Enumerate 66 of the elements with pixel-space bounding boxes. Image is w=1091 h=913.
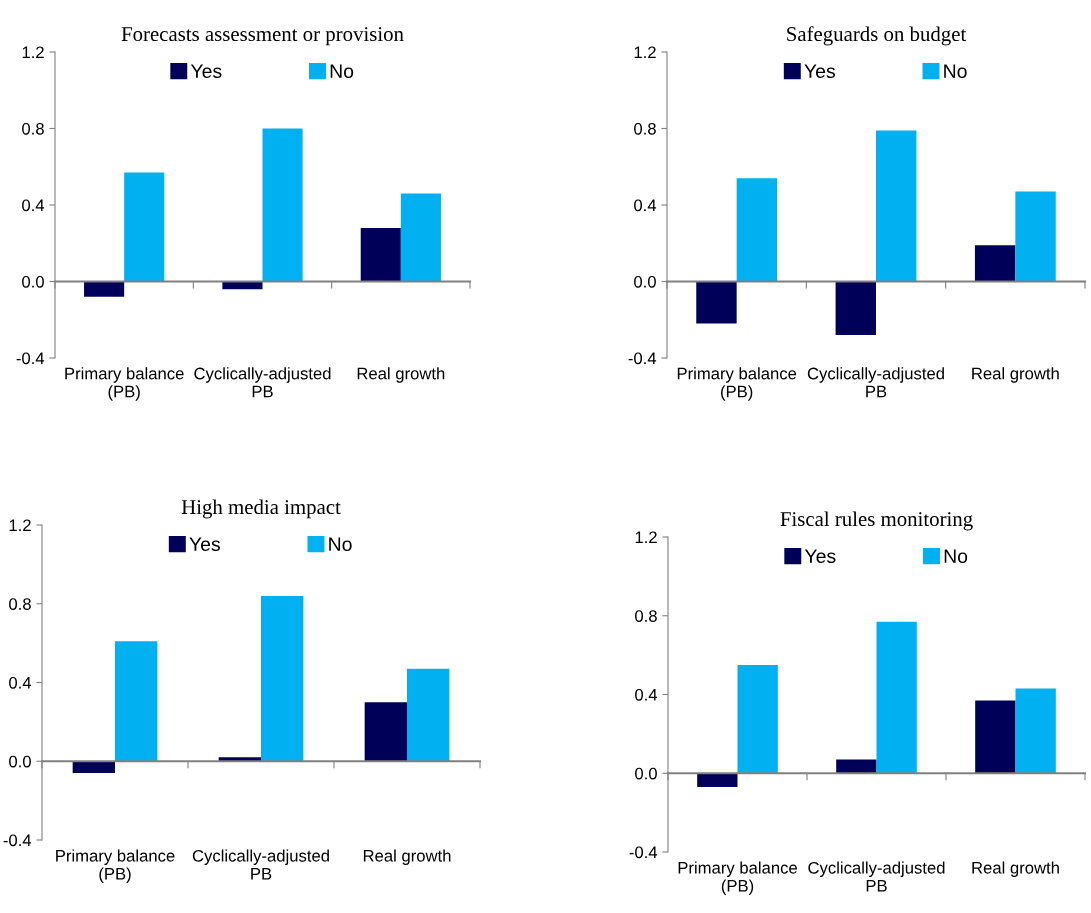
chart-title: Safeguards on budget xyxy=(787,26,967,46)
legend-label: Yes xyxy=(804,549,836,564)
y-tick-label: -0.4 xyxy=(629,846,658,859)
bar xyxy=(974,245,1016,282)
legend-label: No xyxy=(944,64,967,79)
y-tick-label: 1.2 xyxy=(634,46,656,59)
bar xyxy=(836,759,877,774)
bar xyxy=(115,641,158,762)
bar xyxy=(737,664,778,774)
y-tick-label: -0.4 xyxy=(16,352,45,365)
y-tick-label: 0.8 xyxy=(634,122,656,135)
x-tick-label: Primary balance (PB) xyxy=(678,861,797,895)
bar xyxy=(364,702,407,762)
y-tick-label: 0.0 xyxy=(635,767,657,780)
legend-label: Yes xyxy=(189,537,220,552)
legend-label: Yes xyxy=(190,64,222,79)
bar xyxy=(262,128,303,282)
y-tick-label: 0.0 xyxy=(9,755,31,768)
x-tick-label: Primary balance (PB) xyxy=(65,367,184,401)
bar xyxy=(696,281,737,324)
x-tick-label: Primary balance (PB) xyxy=(677,367,797,401)
x-tick-label: Cyclically-adjusted PB xyxy=(192,849,329,880)
x-tick-label: Real growth xyxy=(972,861,1059,877)
x-tick-label: Primary balance (PB) xyxy=(56,849,175,883)
chart-title: High media impact xyxy=(181,499,341,519)
bar xyxy=(407,668,450,762)
y-tick-label: 0.8 xyxy=(9,598,31,610)
y-tick-label: 0.4 xyxy=(634,199,657,212)
bar xyxy=(975,700,1016,774)
y-tick-label: 0.8 xyxy=(635,610,657,622)
chart-title: Fiscal rules monitoring xyxy=(780,511,973,531)
bar xyxy=(835,281,876,336)
y-tick-label: 0.8 xyxy=(22,122,44,135)
bar xyxy=(124,172,165,282)
x-tick-label: Real growth xyxy=(357,367,445,383)
x-tick-label: Cyclically-adjusted PB xyxy=(807,367,944,398)
legend-label: No xyxy=(944,549,968,564)
y-tick-label: 0.4 xyxy=(635,688,658,701)
y-tick-label: -0.4 xyxy=(3,834,32,847)
legend-label: No xyxy=(330,64,354,79)
legend-label: Yes xyxy=(804,64,835,79)
bar xyxy=(697,773,738,788)
y-tick-label: 0.0 xyxy=(22,275,44,288)
bar xyxy=(84,281,125,297)
legend-label: No xyxy=(329,537,352,552)
y-tick-label: 0.4 xyxy=(22,199,45,212)
bar xyxy=(1015,191,1056,282)
bar xyxy=(72,761,115,774)
x-tick-label: Real growth xyxy=(363,849,451,865)
y-tick-label: 1.2 xyxy=(22,46,44,59)
bar xyxy=(876,621,917,774)
bar xyxy=(400,193,441,282)
y-tick-label: 0.4 xyxy=(9,676,32,689)
y-tick-label: 1.2 xyxy=(9,519,31,532)
x-tick-label: Real growth xyxy=(972,367,1059,383)
y-tick-label: 0.0 xyxy=(634,275,656,288)
bar xyxy=(261,595,304,762)
y-tick-label: 1.2 xyxy=(635,531,657,544)
bar xyxy=(360,227,401,282)
bar xyxy=(876,130,917,282)
x-tick-label: Cyclically-adjusted PB xyxy=(194,367,331,398)
y-tick-label: -0.4 xyxy=(628,352,657,365)
chart-title: Forecasts assessment or provision xyxy=(121,27,404,46)
bar xyxy=(736,178,778,282)
bar xyxy=(1015,688,1056,774)
x-tick-label: Cyclically-adjusted PB xyxy=(808,861,945,892)
